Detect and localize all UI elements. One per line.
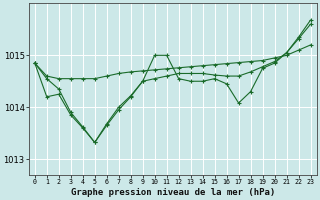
X-axis label: Graphe pression niveau de la mer (hPa): Graphe pression niveau de la mer (hPa): [70, 188, 275, 197]
